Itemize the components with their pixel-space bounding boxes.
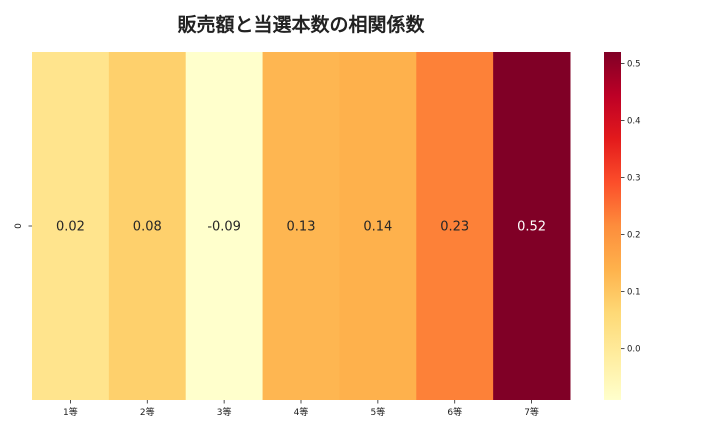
cell-value-label: 0.02: [56, 220, 85, 235]
heatmap-cell: [339, 52, 417, 400]
cell-value-label: 0.13: [287, 220, 316, 235]
chart-title: 販売額と当選本数の相関係数: [177, 13, 425, 36]
colorbar-tick-label: 0.4: [627, 116, 641, 126]
heatmap-cell: [416, 52, 494, 400]
colorbar-tick-label: 0.1: [627, 288, 641, 298]
x-axis-ticks: 1等 2等 3等 4等 5等 6等 7等: [63, 400, 539, 418]
colorbar-tick-label: 0.3: [627, 174, 641, 184]
cell-value-label: 0.23: [440, 220, 469, 235]
colorbar-gradient: [604, 52, 621, 400]
cell-value-label: 0.14: [363, 220, 392, 235]
heatmap-cell: [32, 52, 110, 400]
heatmap-cell: [493, 52, 571, 400]
colorbar-tick-label: 0.2: [627, 231, 641, 241]
heatmap-cells: 0.02 0.08 -0.09 0.13 0.14 0.23 0.52: [32, 52, 571, 400]
cell-value-label: 0.52: [517, 220, 546, 235]
heatmap-cell: [262, 52, 340, 400]
x-tick-label: 3等: [217, 406, 232, 418]
x-tick-label: 4等: [294, 406, 309, 418]
x-tick-label: 7等: [524, 406, 539, 418]
colorbar-tick-label: 0.0: [627, 345, 641, 355]
cell-value-label: -0.09: [207, 220, 241, 235]
heatmap-cell: [185, 52, 264, 400]
x-tick-label: 6等: [447, 406, 462, 418]
y-axis-ticks: 0: [14, 223, 32, 229]
colorbar-tick-label: 0.5: [627, 59, 641, 69]
y-tick-label: 0: [14, 223, 24, 229]
x-tick-label: 2等: [140, 406, 155, 418]
x-tick-label: 1等: [63, 406, 78, 418]
cell-value-label: 0.08: [133, 220, 162, 235]
x-tick-label: 5等: [370, 406, 385, 418]
colorbar: 0.0 0.1 0.2 0.3 0.4 0.5: [604, 52, 641, 400]
heatmap-cell: [108, 52, 187, 400]
